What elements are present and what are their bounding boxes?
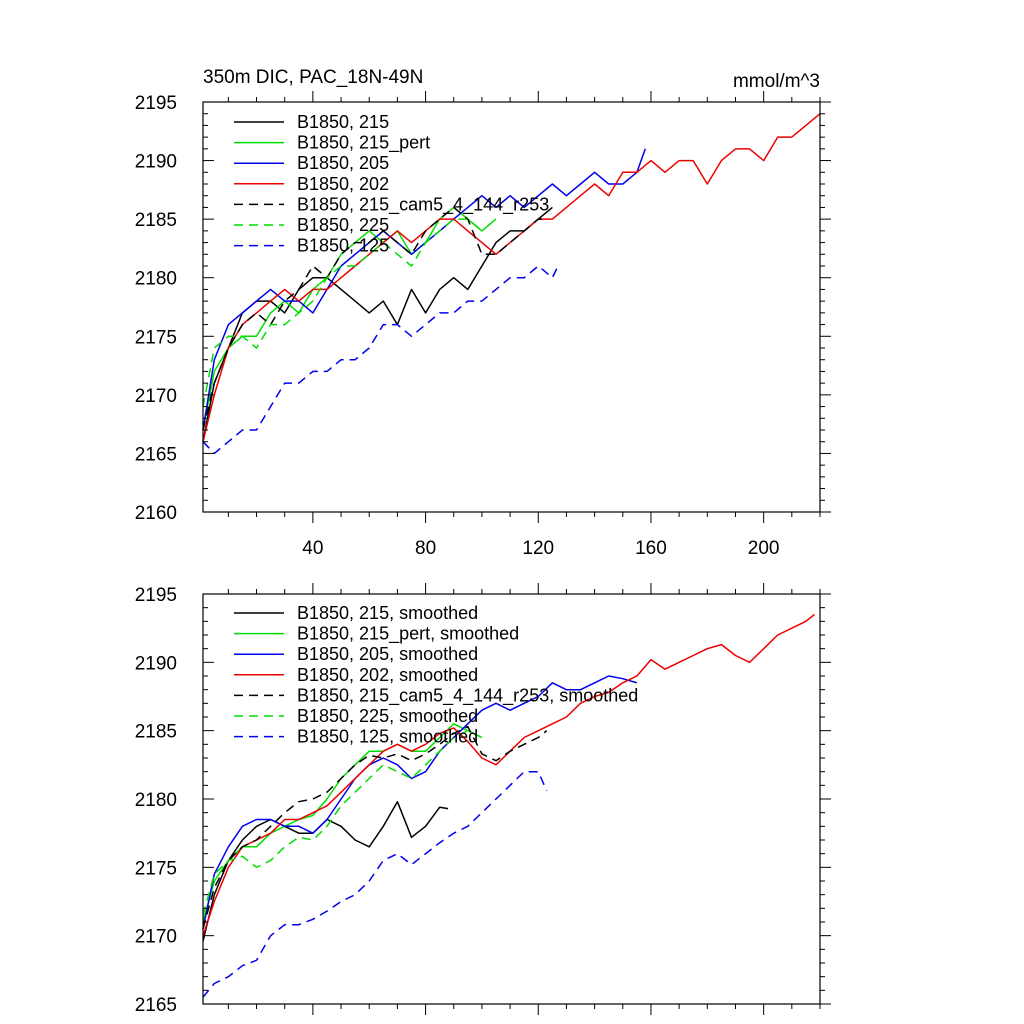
series-line-5: [202, 206, 544, 431]
plot-frame: [202, 101, 821, 513]
legend-label-2: B1850, 215_pert: [297, 133, 430, 154]
top-panel: 350m DIC, PAC_18N-49N mmol/m^3 40 80 120 16…: [135, 67, 831, 559]
y-tick-label: 2185: [135, 210, 177, 231]
y-tick-label: 2185: [135, 722, 177, 743]
legend-label-2: B1850, 215_pert, smoothed: [297, 624, 519, 645]
series-line-1: [202, 206, 553, 442]
y-tick-label: 2175: [135, 327, 177, 348]
legend-label-4: B1850, 202: [297, 174, 389, 194]
y-tick-label: 2175: [135, 858, 177, 879]
series-line-4: [202, 113, 821, 442]
y-tick-label: 2195: [135, 585, 177, 606]
y-tick-label: 2165: [135, 444, 177, 465]
series-line-6: [202, 218, 483, 407]
bottom-panel: 2165 2170 2175 2180 2185 2190 2195 B1850, 215,…: [135, 583, 831, 1016]
x-tick-label: 40: [302, 538, 323, 559]
legend-label-7: B1850, 125, smoothed: [297, 727, 478, 747]
legend-label-1: B1850, 215, smoothed: [297, 603, 478, 623]
bottom-panel-series: [202, 613, 815, 998]
top-panel-series: [202, 113, 821, 455]
legend-label-5: B1850, 215_cam5_4_144_r253, smoothed: [297, 685, 638, 706]
top-panel-title: 350m DIC, PAC_18N-49N: [203, 67, 423, 88]
series-line-5: [202, 725, 548, 929]
x-tick-label: 200: [748, 538, 780, 559]
series-line-7: [202, 265, 559, 455]
y-tick-label: 2190: [135, 653, 177, 674]
series-line-3: [202, 675, 638, 929]
y-tick-label: 2180: [135, 790, 177, 811]
legend-label-1: B1850, 215: [297, 112, 389, 132]
y-tick-label: 2170: [135, 927, 177, 948]
legend-label-6: B1850, 225: [297, 215, 389, 235]
bottom-panel-axes: 2165 2170 2175 2180 2185 2190 2195: [135, 583, 831, 1016]
y-tick-label: 2190: [135, 152, 177, 173]
legend-label-3: B1850, 205, smoothed: [297, 644, 478, 664]
x-tick-label: 80: [415, 538, 436, 559]
legend-label-5: B1850, 215_cam5_4_144_r253: [297, 194, 549, 215]
top-panel-units: mmol/m^3: [733, 71, 820, 92]
y-tick-label: 2165: [135, 995, 177, 1016]
y-tick-label: 2170: [135, 386, 177, 407]
top-panel-axes: 40 80 120 160 200 2160 2165 2170 2175 2180 2185 219…: [135, 91, 831, 559]
x-tick-label: 120: [522, 538, 554, 559]
y-tick-label: 2180: [135, 269, 177, 290]
legend-label-6: B1850, 225, smoothed: [297, 706, 478, 726]
x-tick-label: 160: [635, 538, 667, 559]
legend-label-4: B1850, 202, smoothed: [297, 665, 478, 685]
y-tick-label: 2160: [135, 503, 177, 524]
legend-label-7: B1850, 125: [297, 236, 389, 256]
y-tick-label: 2195: [135, 93, 177, 114]
series-line-6: [202, 729, 483, 916]
legend-label-3: B1850, 205: [297, 153, 389, 173]
